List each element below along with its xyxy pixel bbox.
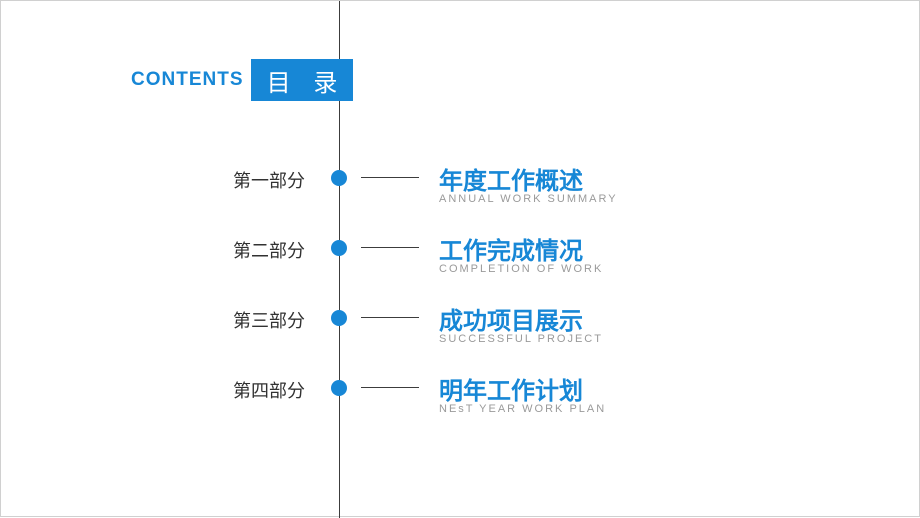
connector-line bbox=[361, 317, 419, 318]
section-title-en: COMPLETION OF WORK bbox=[439, 263, 603, 275]
bullet-icon bbox=[331, 310, 347, 326]
section-title-en: SUCCESSFUL PROJECT bbox=[439, 333, 603, 345]
bullet-icon bbox=[331, 240, 347, 256]
section-label: 第一部分 bbox=[233, 167, 305, 193]
toc-section: 第三部分 成功项目展示SUCCESSFUL PROJECT bbox=[1, 301, 920, 351]
section-label: 第三部分 bbox=[233, 307, 305, 333]
section-label: 第四部分 bbox=[233, 377, 305, 403]
title-box: 目 录 bbox=[251, 59, 353, 101]
section-title-cn: 年度工作概述 bbox=[439, 161, 583, 196]
section-title-cn: 成功项目展示 bbox=[439, 301, 583, 336]
bullet-icon bbox=[331, 170, 347, 186]
bullet-icon bbox=[331, 380, 347, 396]
contents-label: CONTENTS bbox=[131, 69, 244, 91]
connector-line bbox=[361, 177, 419, 178]
connector-line bbox=[361, 247, 419, 248]
section-title-en: ANNUAL WORK SUMMARY bbox=[439, 193, 618, 205]
toc-section: 第四部分 明年工作计划NEsT YEAR WORK PLAN bbox=[1, 371, 920, 421]
section-title-en: NEsT YEAR WORK PLAN bbox=[439, 403, 606, 415]
section-label: 第二部分 bbox=[233, 237, 305, 263]
connector-line bbox=[361, 387, 419, 388]
toc-section: 第二部分 工作完成情况COMPLETION OF WORK bbox=[1, 231, 920, 281]
section-title-cn: 明年工作计划 bbox=[439, 371, 583, 406]
toc-section: 第一部分 年度工作概述ANNUAL WORK SUMMARY bbox=[1, 161, 920, 211]
section-title-cn: 工作完成情况 bbox=[439, 231, 583, 266]
